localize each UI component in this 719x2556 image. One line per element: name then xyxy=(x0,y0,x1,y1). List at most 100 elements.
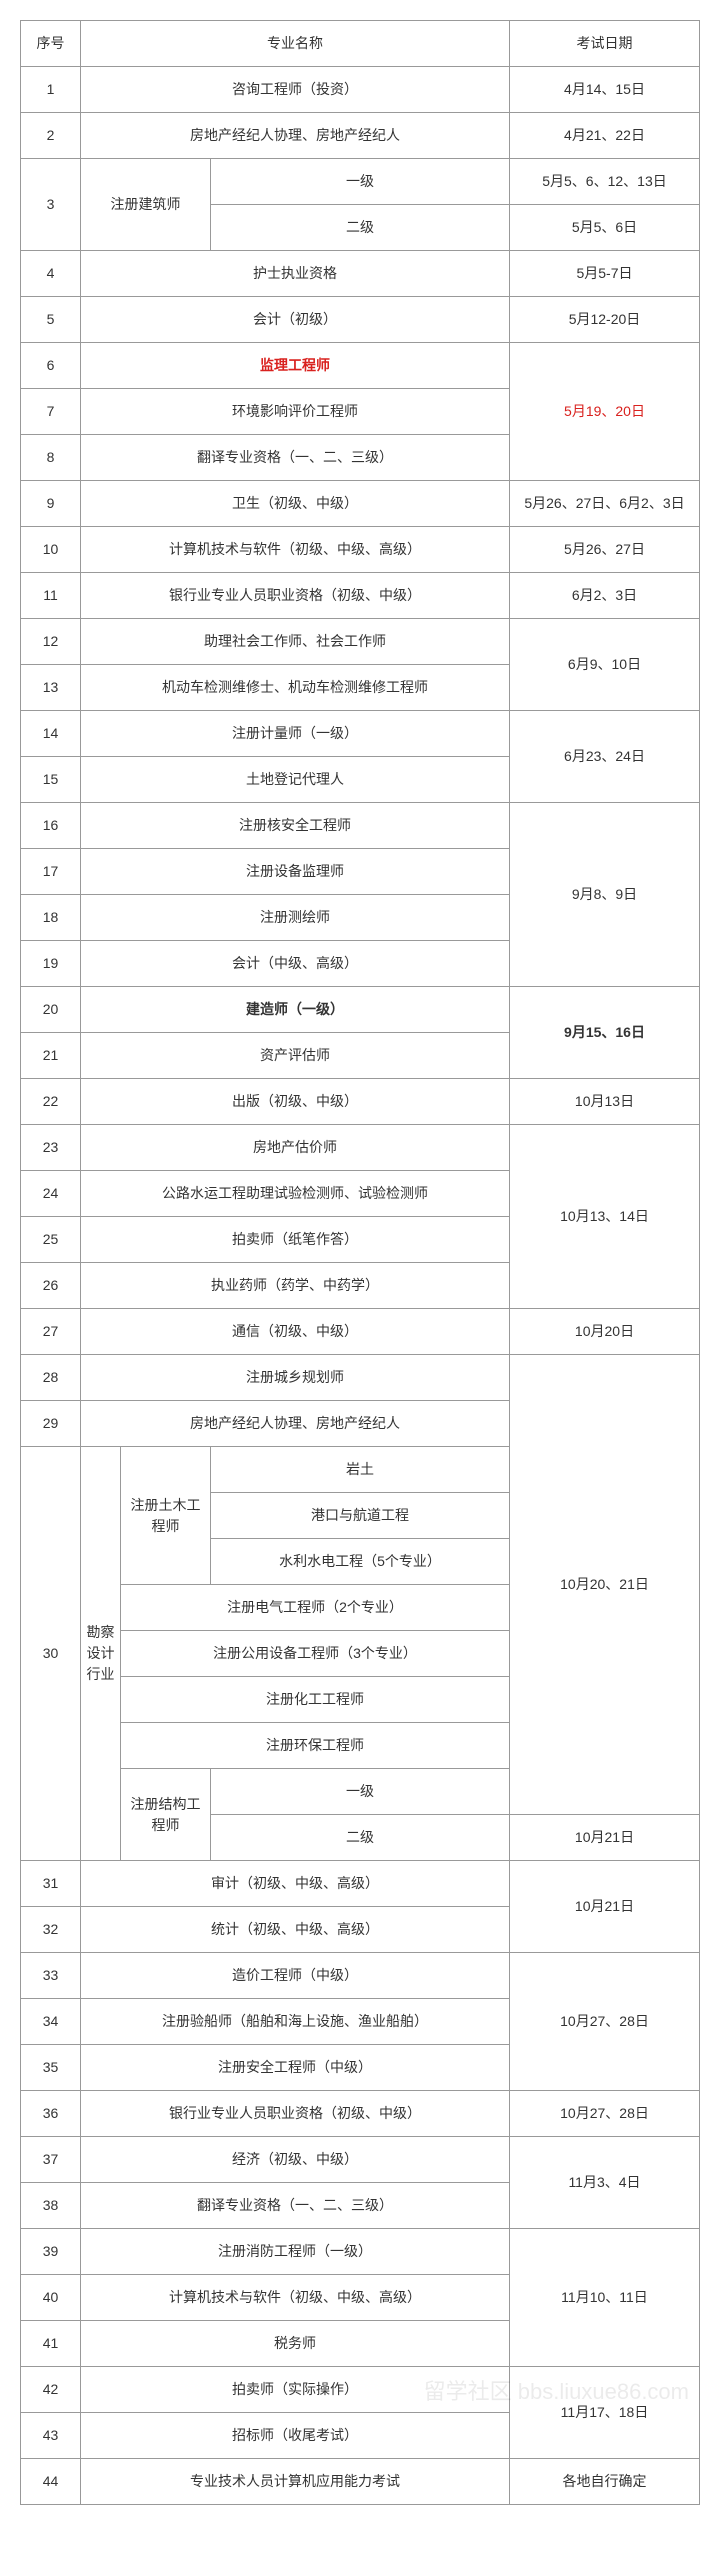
seq-cell: 3 xyxy=(21,159,81,251)
seq-cell: 31 xyxy=(21,1861,81,1907)
seq-cell: 17 xyxy=(21,849,81,895)
name-cell: 审计（初级、中级、高级） xyxy=(81,1861,510,1907)
date-cell: 5月26、27日 xyxy=(510,527,700,573)
name-cell: 注册验船师（船舶和海上设施、渔业船舶） xyxy=(81,1999,510,2045)
table-row: 5 会计（初级） 5月12-20日 xyxy=(21,297,700,343)
seq-cell: 21 xyxy=(21,1033,81,1079)
seq-cell: 25 xyxy=(21,1217,81,1263)
name-cell: 注册测绘师 xyxy=(81,895,510,941)
seq-cell: 38 xyxy=(21,2183,81,2229)
table-row: 31 审计（初级、中级、高级） 10月21日 xyxy=(21,1861,700,1907)
name-cell: 统计（初级、中级、高级） xyxy=(81,1907,510,1953)
seq-cell: 39 xyxy=(21,2229,81,2275)
table-row: 22 出版（初级、中级） 10月13日 xyxy=(21,1079,700,1125)
date-cell: 各地自行确定 xyxy=(510,2459,700,2505)
name-cell: 会计（初级） xyxy=(81,297,510,343)
name-cell: 计算机技术与软件（初级、中级、高级） xyxy=(81,2275,510,2321)
seq-cell: 2 xyxy=(21,113,81,159)
spec-cell: 水利水电工程（5个专业） xyxy=(211,1539,510,1585)
seq-cell: 10 xyxy=(21,527,81,573)
name-cell: 造价工程师（中级） xyxy=(81,1953,510,1999)
date-cell: 4月14、15日 xyxy=(510,67,700,113)
name-cell: 房地产经纪人协理、房地产经纪人 xyxy=(81,113,510,159)
seq-cell: 43 xyxy=(21,2413,81,2459)
date-cell: 6月2、3日 xyxy=(510,573,700,619)
level-cell: 一级 xyxy=(211,159,510,205)
seq-cell: 18 xyxy=(21,895,81,941)
date-cell: 11月17、18日 xyxy=(510,2367,700,2459)
name-cell: 翻译专业资格（一、二、三级） xyxy=(81,2183,510,2229)
seq-cell: 4 xyxy=(21,251,81,297)
table-row: 2 房地产经纪人协理、房地产经纪人 4月21、22日 xyxy=(21,113,700,159)
seq-cell: 20 xyxy=(21,987,81,1033)
seq-cell: 28 xyxy=(21,1355,81,1401)
header-seq: 序号 xyxy=(21,21,81,67)
seq-cell: 5 xyxy=(21,297,81,343)
seq-cell: 8 xyxy=(21,435,81,481)
table-row: 3 注册建筑师 一级 5月5、6、12、13日 xyxy=(21,159,700,205)
date-cell: 5月5、6日 xyxy=(510,205,700,251)
name-cell: 计算机技术与软件（初级、中级、高级） xyxy=(81,527,510,573)
spec-cell: 注册环保工程师 xyxy=(121,1723,510,1769)
seq-cell: 24 xyxy=(21,1171,81,1217)
name-cell: 会计（中级、高级） xyxy=(81,941,510,987)
name-cell: 拍卖师（实际操作） xyxy=(81,2367,510,2413)
table-row: 36 银行业专业人员职业资格（初级、中级） 10月27、28日 xyxy=(21,2091,700,2137)
table-row: 20 建造师（一级） 9月15、16日 xyxy=(21,987,700,1033)
name-cell: 注册建筑师 xyxy=(81,159,211,251)
seq-cell: 42 xyxy=(21,2367,81,2413)
name-cell: 环境影响评价工程师 xyxy=(81,389,510,435)
table-row: 28 注册城乡规划师 10月20、21日 xyxy=(21,1355,700,1401)
date-cell-highlight: 5月19、20日 xyxy=(510,343,700,481)
table-row: 37 经济（初级、中级） 11月3、4日 xyxy=(21,2137,700,2183)
name-cell-highlight: 监理工程师 xyxy=(81,343,510,389)
seq-cell: 37 xyxy=(21,2137,81,2183)
name-cell: 护士执业资格 xyxy=(81,251,510,297)
name-cell: 注册安全工程师（中级） xyxy=(81,2045,510,2091)
spec-cell: 注册电气工程师（2个专业） xyxy=(121,1585,510,1631)
name-cell: 公路水运工程助理试验检测师、试验检测师 xyxy=(81,1171,510,1217)
date-cell: 5月12-20日 xyxy=(510,297,700,343)
table-row: 27 通信（初级、中级） 10月20日 xyxy=(21,1309,700,1355)
table-header-row: 序号 专业名称 考试日期 xyxy=(21,21,700,67)
header-date: 考试日期 xyxy=(510,21,700,67)
spec-cell: 注册公用设备工程师（3个专业） xyxy=(121,1631,510,1677)
name-cell: 通信（初级、中级） xyxy=(81,1309,510,1355)
date-cell: 5月5、6、12、13日 xyxy=(510,159,700,205)
date-cell: 11月10、11日 xyxy=(510,2229,700,2367)
table-row: 1 咨询工程师（投资） 4月14、15日 xyxy=(21,67,700,113)
name-cell: 拍卖师（纸笔作答） xyxy=(81,1217,510,1263)
name-cell: 税务师 xyxy=(81,2321,510,2367)
date-cell: 9月8、9日 xyxy=(510,803,700,987)
seq-cell: 33 xyxy=(21,1953,81,1999)
seq-cell: 9 xyxy=(21,481,81,527)
name-cell: 银行业专业人员职业资格（初级、中级） xyxy=(81,2091,510,2137)
table-row: 16 注册核安全工程师 9月8、9日 xyxy=(21,803,700,849)
date-cell-bold: 9月15、16日 xyxy=(510,987,700,1079)
subgroup-cell: 注册结构工程师 xyxy=(121,1769,211,1861)
name-cell: 房地产经纪人协理、房地产经纪人 xyxy=(81,1401,510,1447)
seq-cell: 22 xyxy=(21,1079,81,1125)
name-cell: 土地登记代理人 xyxy=(81,757,510,803)
seq-cell: 11 xyxy=(21,573,81,619)
header-name: 专业名称 xyxy=(81,21,510,67)
name-cell: 注册核安全工程师 xyxy=(81,803,510,849)
seq-cell: 36 xyxy=(21,2091,81,2137)
date-cell: 10月21日 xyxy=(510,1861,700,1953)
table-row: 33 造价工程师（中级） 10月27、28日 xyxy=(21,1953,700,1999)
seq-cell: 32 xyxy=(21,1907,81,1953)
name-cell-bold: 建造师（一级） xyxy=(81,987,510,1033)
table-row: 39 注册消防工程师（一级） 11月10、11日 xyxy=(21,2229,700,2275)
level-cell: 二级 xyxy=(211,205,510,251)
table-row: 10 计算机技术与软件（初级、中级、高级） 5月26、27日 xyxy=(21,527,700,573)
name-cell: 注册设备监理师 xyxy=(81,849,510,895)
name-cell: 房地产估价师 xyxy=(81,1125,510,1171)
date-cell: 10月13、14日 xyxy=(510,1125,700,1309)
seq-cell: 35 xyxy=(21,2045,81,2091)
exam-schedule-table: 序号 专业名称 考试日期 1 咨询工程师（投资） 4月14、15日 2 房地产经… xyxy=(20,20,700,2505)
seq-cell: 12 xyxy=(21,619,81,665)
date-cell: 5月26、27日、6月2、3日 xyxy=(510,481,700,527)
table-row: 23 房地产估价师 10月13、14日 xyxy=(21,1125,700,1171)
seq-cell: 34 xyxy=(21,1999,81,2045)
table-row: 4 护士执业资格 5月5-7日 xyxy=(21,251,700,297)
